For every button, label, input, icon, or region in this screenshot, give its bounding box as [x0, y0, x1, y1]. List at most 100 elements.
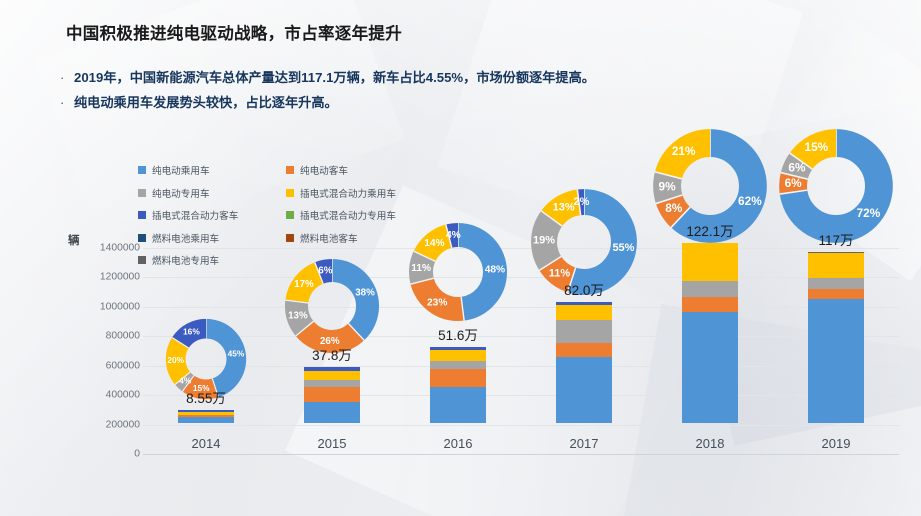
stacked-bar[interactable]	[682, 242, 738, 423]
donut-slice-divider	[670, 206, 691, 228]
donut-slice-label: 38%	[355, 288, 375, 299]
bar-segment	[430, 360, 486, 370]
donut-chart-2017[interactable]: 55% 11% 19% 13% 2%	[530, 188, 638, 296]
chart-legend: 纯电动乘用车 纯电动客车 纯电动专用车 插电式混合动力乘用车插电式混合动力客车 插电式混…	[138, 163, 468, 267]
grid-line	[143, 248, 899, 249]
bar-segment	[682, 297, 738, 312]
donut-slice-label: 8%	[665, 201, 683, 215]
bar-group-2017: 82.0万	[556, 283, 612, 423]
legend-item-4[interactable]: 插电式混合动力乘用车	[286, 186, 468, 200]
donut-slice-divider	[655, 194, 683, 205]
donut-chart-2016[interactable]: 48% 23% 11% 14% 4%	[408, 222, 508, 322]
legend-item-6[interactable]: 插电式混合动力专用车	[286, 208, 468, 222]
donut-slice-divider	[566, 267, 577, 293]
bar-segment	[430, 350, 486, 361]
donut-slice-label: 6%	[788, 160, 806, 174]
list-item: · 2019年，中国新能源汽车总体产量达到117.1万辆，新车占比4.55%，市…	[60, 70, 595, 86]
legend-swatch-icon	[138, 233, 146, 242]
legend-item-8[interactable]: 燃料电池客车	[286, 231, 468, 245]
y-axis-tick-label: 1200000	[99, 271, 140, 283]
bar-segment	[304, 387, 360, 402]
bar-segment	[178, 410, 234, 413]
legend-item-7[interactable]: 燃料电池乘用车	[138, 231, 286, 245]
donut-slice-label: 26%	[320, 336, 340, 347]
legend-swatch-icon	[286, 166, 294, 174]
legend-swatch-icon	[286, 233, 294, 242]
legend-item-9[interactable]: 燃料电池专用车	[138, 253, 286, 267]
donut-slice-label: 11%	[549, 267, 571, 279]
bar-segment	[808, 299, 864, 423]
stacked-bar[interactable]	[430, 347, 486, 423]
bar-segment	[556, 356, 612, 423]
grid-line	[143, 336, 899, 338]
legend-item-label: 燃料电池乘用车	[152, 233, 220, 245]
donut-slice-label: 6%	[785, 176, 803, 190]
donut-slice-label: 16%	[183, 327, 200, 337]
grid-line	[143, 365, 899, 367]
bar-segment	[430, 386, 486, 423]
donut-slice-divider	[413, 250, 436, 262]
y-axis-title: 辆	[68, 235, 80, 247]
legend-item-label: 燃料电池专用车	[152, 256, 220, 267]
legend-item-label: 纯电动乘用车	[152, 166, 210, 177]
legend-item-1[interactable]: 纯电动乘用车	[138, 163, 286, 177]
x-axis-tick-label: 2018	[695, 436, 725, 451]
bar-segment	[682, 242, 738, 244]
donut-slice-label: 11%	[411, 263, 431, 274]
donut-slice-label: 15%	[193, 383, 210, 393]
bullet-marker-icon: ·	[60, 95, 65, 110]
donut-chart-2018[interactable]: 62% 8% 9% 21%	[652, 128, 768, 244]
bar-segment	[682, 281, 738, 298]
donut-slice-label: 23%	[427, 297, 447, 308]
x-axis-tick-label: 2016	[443, 436, 473, 451]
bar-total-label: 37.8万	[312, 348, 352, 364]
donut-chart-2019[interactable]: 72% 6% 6% 15%	[778, 128, 894, 244]
bar-segment	[556, 302, 612, 305]
bar-group-2019: 117万	[808, 233, 864, 423]
donut-slice-label: 4%	[179, 375, 192, 385]
legend-swatch-icon	[138, 166, 146, 174]
stacked-bar[interactable]	[808, 251, 864, 423]
donut-slice-label: 4%	[446, 230, 461, 241]
grid-lines	[143, 248, 899, 454]
donut-chart-2015[interactable]: 38% 26% 13% 17% 6%	[284, 258, 380, 354]
bar-segment	[178, 412, 234, 415]
donut-slice-divider	[538, 255, 562, 271]
chart-column-2019: 72% 6% 6% 15% 117万 2019	[773, 128, 899, 485]
legend-item-3[interactable]: 纯电动专用车	[138, 186, 286, 200]
donut-slice-label: 62%	[738, 194, 762, 208]
bar-segment	[304, 380, 360, 388]
legend-item-label: 插电式混合动力乘用车	[300, 188, 396, 200]
donut-slice-label: 6%	[318, 266, 332, 277]
bar-segment	[178, 417, 234, 423]
legend-swatch-icon	[138, 211, 146, 219]
x-axis-tick-label: 2014	[191, 436, 221, 451]
donut-slice-label: 72%	[857, 206, 881, 220]
x-axis-tick-label: 2017	[569, 436, 599, 451]
stacked-bar[interactable]	[556, 302, 612, 423]
legend-item-2[interactable]: 纯电动客车	[286, 163, 468, 177]
bar-segment	[430, 347, 486, 351]
legend-item-5[interactable]: 插电式混合动力客车	[138, 208, 286, 222]
donut-slice-label: 13%	[288, 311, 308, 322]
bar-total-label: 8.55万	[186, 391, 226, 407]
donut-slice-divider	[410, 277, 434, 285]
bar-segment	[682, 311, 738, 423]
bar-segment	[556, 320, 612, 344]
donut-slice-divider	[347, 323, 365, 341]
bar-segment	[808, 252, 864, 279]
bar-segment	[808, 251, 864, 253]
chart-column-2016: 48% 23% 11% 14% 4% 51.6万 2016	[395, 130, 521, 485]
y-axis-tick-label: 400000	[105, 389, 140, 401]
donut-chart-2014[interactable]: 45% 15% 4% 20% 16%	[165, 318, 247, 400]
grid-line	[143, 395, 899, 397]
donut-slice-label: 13%	[553, 202, 575, 214]
stacked-bar[interactable]	[178, 410, 234, 423]
chart-columns: 45% 15% 4% 20% 16% 8.55万 2014 38% 26% 13% 17% 6% 37.…	[143, 128, 899, 485]
stacked-bar[interactable]	[304, 367, 360, 423]
bar-segment	[808, 278, 864, 289]
donut-slice-divider	[295, 320, 314, 337]
legend-item-label: 插电式混合动力客车	[152, 211, 239, 222]
donut-slice-3	[531, 189, 637, 295]
